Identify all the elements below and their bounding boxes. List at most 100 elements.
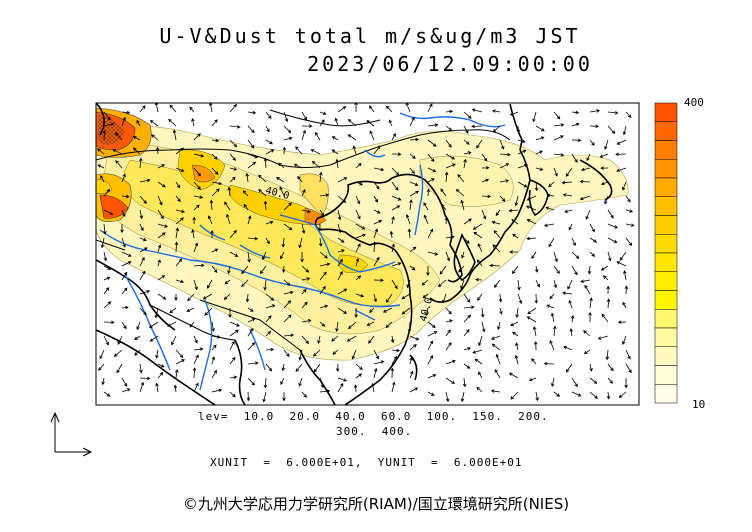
wind-arrow xyxy=(425,307,429,317)
wind-arrow xyxy=(618,391,627,399)
wind-arrow xyxy=(157,209,164,220)
wind-arrow xyxy=(476,386,483,393)
wind-arrow xyxy=(389,230,394,239)
wind-arrow xyxy=(615,152,627,157)
wind-arrow xyxy=(423,214,429,225)
colorbar-step xyxy=(654,140,678,160)
wind-arrow xyxy=(427,153,435,163)
wind-arrow xyxy=(462,377,467,388)
wind-arrow xyxy=(347,134,357,141)
figure-timestamp: 2023/06/12.09:00:00 xyxy=(307,52,593,76)
wind-arrow xyxy=(281,363,286,372)
wind-arrow xyxy=(283,125,292,134)
wind-arrow xyxy=(499,307,503,315)
wind-arrow xyxy=(293,163,303,169)
wind-arrow xyxy=(445,342,452,351)
wind-arrow xyxy=(440,188,447,197)
wind-arrow xyxy=(121,377,128,387)
wind-arrow xyxy=(526,316,537,323)
wind-arrow xyxy=(175,167,185,172)
wind-arrow xyxy=(373,349,379,360)
wind-arrow xyxy=(157,275,166,281)
wind-arrow xyxy=(283,349,290,357)
wind-arrow xyxy=(445,319,453,323)
wind-arrow xyxy=(562,193,573,197)
wind-arrow xyxy=(175,258,183,267)
wind-arrow xyxy=(409,344,417,351)
wind-arrow xyxy=(211,344,217,351)
wind-arrow xyxy=(373,209,381,214)
wind-arrow xyxy=(355,195,361,205)
wind-arrow xyxy=(512,233,519,239)
wind-arrow xyxy=(491,109,501,113)
wind-arrow xyxy=(607,237,618,243)
wind-arrow xyxy=(589,251,596,257)
wind-arrow xyxy=(115,160,123,169)
wind-arrow xyxy=(427,228,434,239)
wind-arrow xyxy=(409,335,420,341)
wind-arrow xyxy=(391,205,401,211)
wind-arrow xyxy=(567,279,573,290)
wind-arrow xyxy=(605,349,610,361)
wind-arrow xyxy=(445,125,453,132)
wind-arrow xyxy=(391,243,395,253)
wind-arrow xyxy=(512,331,519,337)
wind-arrow xyxy=(331,335,339,342)
wind-arrow xyxy=(121,251,132,257)
wind-arrow xyxy=(617,320,627,324)
wind-arrow xyxy=(458,265,465,273)
wind-arrow xyxy=(355,363,363,371)
wind-arrow xyxy=(445,153,456,160)
wind-arrow xyxy=(211,335,221,339)
wind-arrow xyxy=(589,237,598,243)
axis-indicator xyxy=(50,411,93,457)
wind-arrow xyxy=(262,251,267,261)
wind-arrow xyxy=(193,181,201,190)
wind-arrow xyxy=(625,363,632,374)
wind-arrow xyxy=(211,167,219,175)
wind-arrow xyxy=(206,279,213,289)
wind-arrow xyxy=(355,258,360,267)
wind-arrow xyxy=(174,241,179,253)
wind-arrow xyxy=(347,321,357,329)
wind-arrow xyxy=(298,237,303,249)
wind-arrow xyxy=(616,167,627,172)
wind-arrow xyxy=(445,163,456,169)
wind-arrow xyxy=(481,178,490,183)
wind-arrow xyxy=(319,251,328,259)
wind-arrow xyxy=(210,229,214,239)
wind-arrow xyxy=(319,389,331,393)
wind-arrow xyxy=(169,104,177,113)
wind-arrow xyxy=(531,358,537,365)
wind-arrow xyxy=(472,223,483,230)
wind-arrow xyxy=(301,223,306,235)
wind-arrow xyxy=(607,209,614,219)
wind-arrow xyxy=(103,188,111,197)
wind-arrow xyxy=(193,279,198,291)
wind-arrow xyxy=(283,223,293,231)
wind-arrow xyxy=(331,136,339,141)
wind-arrow xyxy=(499,163,510,169)
wind-arrow xyxy=(283,111,289,123)
wind-arrow xyxy=(514,195,519,207)
wind-arrow xyxy=(154,103,159,113)
wind-arrow xyxy=(318,237,323,247)
wind-arrow xyxy=(175,227,179,239)
wind-arrow xyxy=(455,188,465,197)
wind-arrow xyxy=(391,216,395,225)
coastlines xyxy=(96,103,613,405)
wind-arrow xyxy=(603,275,609,281)
wind-arrow xyxy=(531,251,537,259)
wind-arrow xyxy=(585,209,591,220)
wind-arrow xyxy=(490,389,501,393)
wind-arrow xyxy=(606,298,611,309)
wind-arrow xyxy=(243,203,249,211)
wind-arrow xyxy=(172,129,177,141)
wind-arrow xyxy=(265,293,275,301)
wind-arrow xyxy=(391,348,401,353)
wind-arrow xyxy=(151,134,159,141)
wind-arrow xyxy=(265,237,270,245)
wind-arrow xyxy=(514,354,519,365)
wind-arrow xyxy=(157,259,161,267)
